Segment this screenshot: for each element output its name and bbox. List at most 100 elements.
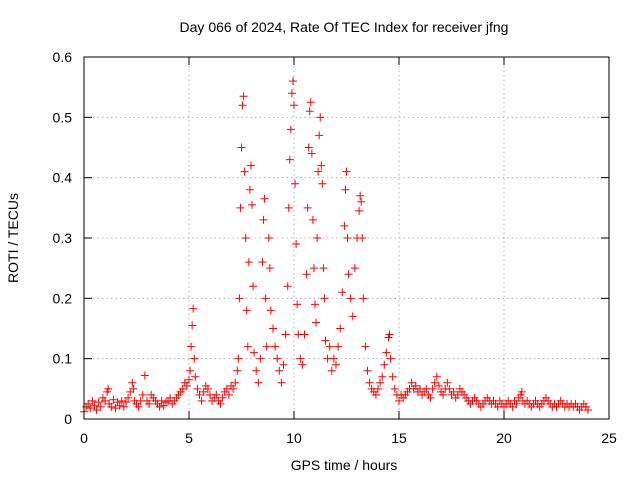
data-point bbox=[430, 378, 439, 387]
data-point bbox=[321, 336, 330, 345]
data-point bbox=[236, 203, 245, 212]
data-point bbox=[385, 330, 394, 339]
data-point bbox=[305, 107, 314, 116]
data-point bbox=[344, 270, 353, 279]
data-point bbox=[252, 366, 261, 375]
data-point bbox=[411, 381, 420, 390]
x-tick-label: 10 bbox=[286, 430, 302, 446]
data-point bbox=[407, 378, 416, 387]
data-point bbox=[380, 360, 389, 369]
data-point bbox=[314, 167, 323, 176]
data-point bbox=[191, 372, 200, 381]
data-point bbox=[269, 324, 277, 333]
data-point bbox=[358, 234, 367, 242]
data-point bbox=[246, 161, 255, 170]
data-point bbox=[386, 354, 395, 363]
y-tick-label: 0.2 bbox=[53, 290, 73, 306]
axis-ticks bbox=[83, 56, 610, 420]
data-point bbox=[96, 402, 105, 411]
data-point bbox=[235, 294, 244, 303]
data-point bbox=[241, 234, 250, 242]
data-point bbox=[517, 387, 526, 396]
data-point bbox=[229, 384, 238, 393]
x-axis-label: GPS time / hours bbox=[291, 457, 398, 473]
data-point bbox=[122, 398, 130, 407]
data-point bbox=[306, 98, 315, 107]
data-point bbox=[155, 402, 164, 411]
data-point bbox=[111, 404, 120, 413]
data-point bbox=[233, 366, 242, 375]
data-point bbox=[224, 390, 233, 399]
data-point bbox=[290, 101, 298, 110]
data-point bbox=[350, 264, 359, 273]
data-point bbox=[199, 387, 208, 396]
data-point bbox=[84, 399, 93, 408]
data-point bbox=[304, 143, 313, 152]
data-point bbox=[119, 402, 128, 411]
data-point bbox=[115, 401, 124, 410]
data-point bbox=[243, 342, 252, 351]
data-point bbox=[318, 179, 327, 188]
data-point bbox=[277, 378, 286, 387]
data-point bbox=[338, 288, 347, 297]
data-point bbox=[363, 366, 372, 375]
data-point bbox=[388, 372, 397, 381]
data-point bbox=[129, 384, 138, 393]
data-point bbox=[390, 384, 399, 393]
data-point bbox=[92, 405, 101, 414]
data-point bbox=[378, 372, 387, 381]
data-point bbox=[90, 401, 99, 410]
data-point bbox=[109, 395, 118, 404]
y-tick-label: 0.6 bbox=[53, 49, 73, 65]
x-tick-label: 20 bbox=[496, 430, 512, 446]
data-point bbox=[264, 234, 273, 242]
data-point bbox=[281, 330, 290, 339]
x-tick-label: 5 bbox=[185, 430, 193, 446]
x-tick-label: 15 bbox=[391, 430, 407, 446]
data-point bbox=[186, 366, 195, 375]
data-points bbox=[80, 77, 592, 416]
data-point bbox=[128, 378, 137, 387]
data-point bbox=[159, 401, 168, 410]
data-point bbox=[216, 399, 225, 408]
x-tick-label: 25 bbox=[601, 430, 617, 446]
data-point bbox=[376, 378, 385, 387]
data-point bbox=[256, 354, 265, 363]
data-point bbox=[231, 378, 240, 387]
data-point bbox=[254, 378, 263, 387]
data-point bbox=[426, 393, 435, 402]
data-point bbox=[296, 354, 305, 363]
data-point bbox=[262, 342, 271, 351]
data-point bbox=[432, 372, 441, 381]
x-tick-label: 0 bbox=[80, 430, 88, 446]
data-point bbox=[329, 354, 338, 363]
data-point bbox=[302, 270, 311, 279]
data-point bbox=[134, 402, 143, 411]
y-tick-label: 0 bbox=[64, 411, 72, 427]
data-point bbox=[212, 390, 221, 399]
data-point bbox=[138, 390, 147, 399]
grid-lines bbox=[84, 57, 609, 419]
data-point bbox=[434, 381, 443, 390]
data-point bbox=[161, 398, 170, 407]
data-point bbox=[178, 384, 187, 393]
data-point bbox=[234, 354, 243, 363]
data-point bbox=[340, 221, 349, 230]
data-point bbox=[239, 92, 248, 101]
data-point bbox=[197, 396, 206, 405]
data-point bbox=[279, 360, 288, 369]
data-point bbox=[189, 304, 198, 313]
data-point bbox=[88, 396, 97, 405]
data-point bbox=[342, 167, 351, 176]
data-point bbox=[291, 179, 300, 188]
data-point bbox=[218, 393, 227, 402]
data-point bbox=[238, 101, 247, 110]
y-tick-labels: 0 0.1 0.2 0.3 0.4 0.5 0.6 bbox=[53, 49, 73, 427]
data-point bbox=[315, 131, 324, 140]
data-point bbox=[325, 342, 334, 351]
data-point bbox=[273, 354, 282, 363]
data-point bbox=[104, 384, 113, 393]
data-point bbox=[107, 402, 116, 411]
